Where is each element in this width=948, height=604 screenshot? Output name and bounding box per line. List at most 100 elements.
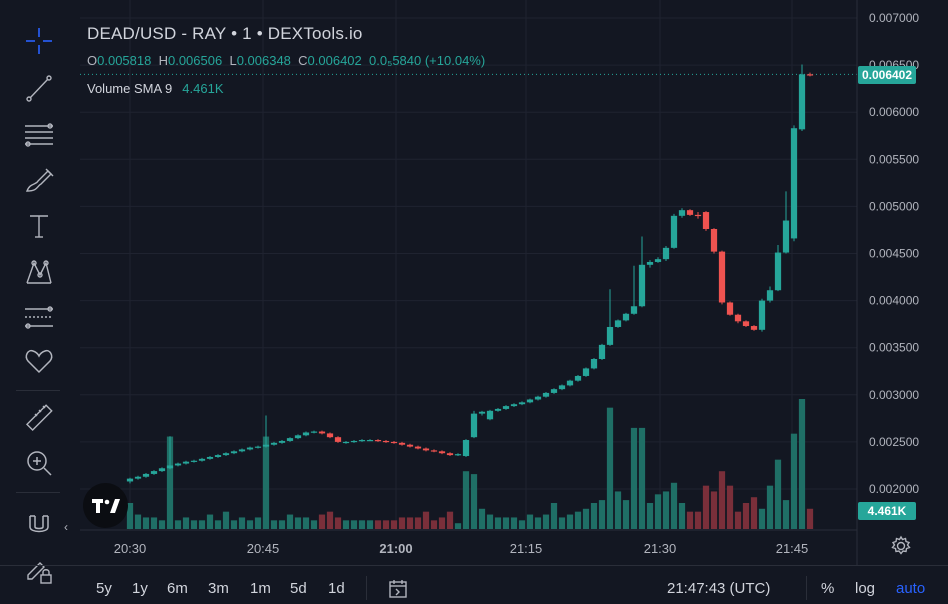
candle-body	[374, 440, 382, 442]
candle-body	[318, 431, 326, 434]
candle-body	[630, 306, 638, 314]
tradingview-logo[interactable]	[83, 483, 128, 528]
volume-bar	[310, 520, 318, 529]
auto-toggle[interactable]: auto	[896, 580, 926, 597]
volume-bar	[478, 508, 486, 529]
candle-body	[694, 214, 702, 217]
volume-bar	[670, 482, 678, 529]
volume-bar	[414, 517, 422, 529]
candle-body	[782, 220, 790, 253]
gear-icon[interactable]	[890, 535, 912, 557]
candle-body	[702, 212, 710, 230]
candle-body	[574, 375, 582, 381]
text-icon[interactable]	[20, 207, 58, 245]
y-tick-label: 0.006000	[869, 105, 919, 119]
volume-bar	[238, 517, 246, 529]
candle-body	[582, 368, 590, 376]
range-1m[interactable]: 1m	[250, 580, 271, 597]
volume-bar	[142, 517, 150, 529]
candle-body	[286, 438, 294, 441]
candle-body	[510, 404, 518, 407]
candle-body	[206, 456, 214, 459]
log-toggle[interactable]: log	[855, 580, 876, 597]
volume-bar	[206, 514, 214, 529]
candle-body	[806, 74, 814, 76]
x-tick-label: 21:15	[510, 541, 543, 556]
candle-body	[358, 440, 366, 442]
candle-body	[662, 247, 670, 260]
candle-body	[398, 442, 406, 445]
volume-bar	[174, 520, 182, 529]
percent-toggle[interactable]: %	[821, 580, 835, 597]
volume-bar	[294, 517, 302, 529]
candle-body	[198, 458, 206, 461]
range-5d[interactable]: 5d	[290, 580, 307, 597]
range-5y[interactable]: 5y	[96, 580, 112, 597]
trend-line-icon[interactable]	[20, 69, 58, 107]
ohlc-low-key: L	[229, 53, 237, 68]
candle-body	[462, 440, 470, 457]
volume-bar	[678, 503, 686, 529]
fib-lines-icon[interactable]	[20, 115, 58, 153]
ruler-icon[interactable]	[20, 399, 58, 437]
volume-bar	[686, 511, 694, 529]
range-3m[interactable]: 3m	[208, 580, 229, 597]
candle-body	[262, 444, 270, 447]
last-price-tag: 0.006402	[858, 66, 916, 84]
volume-bar	[254, 517, 262, 529]
candle-body	[622, 313, 630, 321]
ohlc-low-value: 0.006348	[236, 53, 291, 68]
candle-body	[686, 210, 694, 215]
range-1y[interactable]: 1y	[132, 580, 148, 597]
crosshair-icon[interactable]	[20, 22, 58, 60]
pattern-icon[interactable]	[20, 253, 58, 291]
volume-bar	[606, 407, 614, 529]
volume-bar	[734, 511, 742, 529]
candle-body	[126, 478, 134, 482]
volume-label: Volume SMA 9	[87, 81, 173, 96]
volume-bar	[726, 485, 734, 529]
volume-bar	[390, 520, 398, 529]
ohlc-high-key: H	[158, 53, 168, 68]
candle-body	[190, 460, 198, 462]
volume-bar	[350, 520, 358, 529]
volume-bar	[374, 520, 382, 529]
candle-body	[342, 441, 350, 444]
heart-icon[interactable]	[20, 342, 58, 380]
volume-bar	[214, 520, 222, 529]
volume-bar	[126, 503, 134, 529]
bottom-divider	[806, 576, 807, 600]
volume-bar	[190, 520, 198, 529]
volume-bar	[494, 517, 502, 529]
range-1d[interactable]: 1d	[328, 580, 345, 597]
utc-clock[interactable]: 21:47:43 (UTC)	[667, 580, 771, 597]
bottom-divider	[366, 576, 367, 600]
candle-body	[246, 447, 254, 450]
candle-body	[798, 74, 806, 130]
volume-bar	[462, 471, 470, 529]
collapse-toolbar-icon[interactable]: ‹	[64, 520, 68, 534]
forecast-icon[interactable]	[20, 298, 58, 336]
volume-bar	[662, 491, 670, 529]
magnet-icon[interactable]	[20, 506, 58, 544]
y-tick-label: 0.003000	[869, 388, 919, 402]
candle-body	[174, 463, 182, 466]
volume-bar	[398, 517, 406, 529]
candle-body	[310, 431, 318, 433]
volume-bar	[742, 503, 750, 529]
candle-body	[518, 402, 526, 405]
candle-body	[718, 251, 726, 303]
range-6m[interactable]: 6m	[167, 580, 188, 597]
candle-body	[294, 435, 302, 439]
candle-body	[542, 392, 550, 397]
volume-bar	[718, 471, 726, 529]
candle-body	[726, 302, 734, 315]
brush-icon[interactable]	[20, 161, 58, 199]
candle-body	[654, 259, 662, 262]
volume-bar	[766, 485, 774, 529]
date-range-icon[interactable]	[387, 578, 409, 600]
zoom-in-icon[interactable]	[20, 444, 58, 482]
volume-bar	[334, 517, 342, 529]
